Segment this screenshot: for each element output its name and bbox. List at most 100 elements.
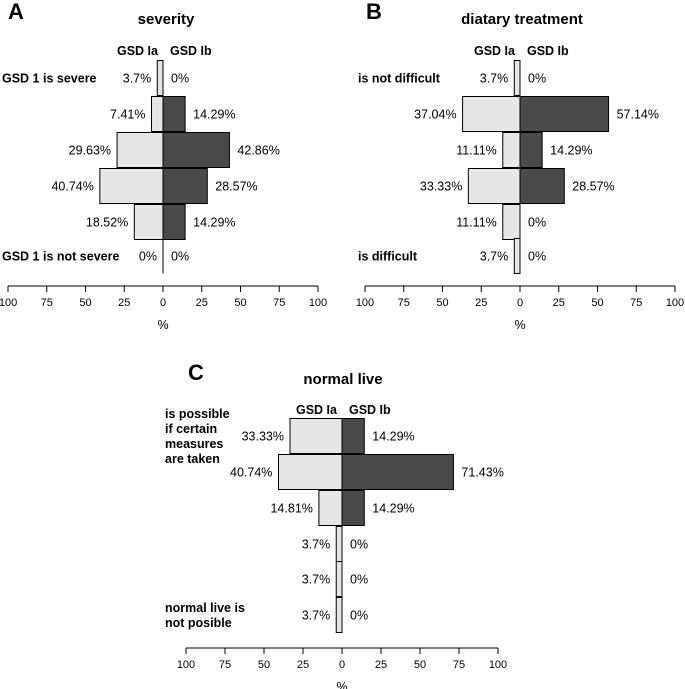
data-label-gsd-ia: 33.33% bbox=[420, 180, 462, 194]
bar-gsd-ib bbox=[162, 168, 208, 204]
x-tick-label: 100 bbox=[309, 297, 327, 309]
data-label-gsd-ia: 3.7% bbox=[480, 72, 509, 86]
bar-gsd-ia bbox=[335, 561, 343, 597]
x-axis-title: % bbox=[514, 318, 525, 332]
legend-gsd-ib: GSD Ib bbox=[170, 44, 212, 58]
data-label-gsd-ib: 0% bbox=[528, 250, 546, 264]
x-tick-label: 25 bbox=[118, 297, 130, 309]
category-label: are taken bbox=[165, 452, 220, 466]
x-tick-label: 0 bbox=[160, 297, 166, 309]
x-tick-label: 25 bbox=[196, 297, 208, 309]
bar-gsd-ib bbox=[162, 132, 230, 168]
data-label-gsd-ia: 3.7% bbox=[302, 538, 331, 552]
x-tick-label: 100 bbox=[666, 297, 684, 309]
legend-gsd-ia: GSD Ia bbox=[296, 403, 338, 417]
category-label: GSD 1 is severe bbox=[2, 72, 97, 86]
x-tick-label: 25 bbox=[375, 659, 387, 671]
category-label: if certain bbox=[165, 422, 217, 436]
data-label-gsd-ia: 14.81% bbox=[270, 502, 312, 516]
data-label-gsd-ia: 33.33% bbox=[242, 430, 284, 444]
x-tick-label: 100 bbox=[356, 297, 374, 309]
bar-gsd-ib bbox=[519, 96, 610, 132]
x-tick-label: 100 bbox=[489, 659, 507, 671]
data-label-gsd-ia: 29.63% bbox=[69, 144, 111, 158]
chart-title: normal live bbox=[303, 371, 382, 388]
bar-gsd-ib bbox=[519, 132, 543, 168]
bar-gsd-ia bbox=[289, 418, 343, 454]
legend-gsd-ia: GSD Ia bbox=[117, 44, 159, 58]
bar-gsd-ib bbox=[162, 96, 186, 132]
x-axis-title: % bbox=[336, 680, 347, 689]
x-tick-label: 75 bbox=[219, 659, 231, 671]
panel-letter: B bbox=[366, 0, 382, 24]
x-tick-label: 75 bbox=[630, 297, 642, 309]
bar-gsd-ib bbox=[519, 168, 565, 204]
data-label-gsd-ib: 14.29% bbox=[372, 430, 414, 444]
data-label-gsd-ib: 0% bbox=[350, 538, 368, 552]
category-label: GSD 1 is not severe bbox=[2, 250, 119, 264]
legend-gsd-ia: GSD Ia bbox=[474, 44, 516, 58]
data-label-gsd-ia: 3.7% bbox=[302, 609, 331, 623]
x-tick-label: 25 bbox=[475, 297, 487, 309]
bar-gsd-ia bbox=[513, 238, 521, 274]
data-label-gsd-ib: 28.57% bbox=[572, 180, 614, 194]
category-label: normal live is bbox=[165, 601, 245, 615]
bar-gsd-ia bbox=[467, 168, 521, 204]
bar-gsd-ia bbox=[277, 454, 343, 490]
panel-letter: A bbox=[8, 0, 24, 24]
data-label-gsd-ib: 0% bbox=[528, 216, 546, 230]
x-tick-label: 50 bbox=[79, 297, 91, 309]
chart-title: severity bbox=[138, 11, 195, 28]
bar-gsd-ia bbox=[133, 204, 164, 240]
bar-gsd-ia bbox=[335, 597, 343, 633]
bar-gsd-ib bbox=[341, 418, 365, 454]
category-label: measures bbox=[165, 437, 223, 451]
data-label-gsd-ib: 0% bbox=[171, 72, 189, 86]
data-label-gsd-ia: 40.74% bbox=[51, 180, 93, 194]
data-label-gsd-ib: 14.29% bbox=[550, 144, 592, 158]
x-tick-label: 50 bbox=[591, 297, 603, 309]
bar-gsd-ia bbox=[318, 490, 343, 526]
x-tick-label: 50 bbox=[234, 297, 246, 309]
data-label-gsd-ib: 0% bbox=[528, 72, 546, 86]
bar-gsd-ia bbox=[513, 60, 521, 96]
bar-gsd-ia bbox=[502, 204, 521, 240]
data-label-gsd-ib: 71.43% bbox=[461, 466, 503, 480]
legend-gsd-ib: GSD Ib bbox=[527, 44, 569, 58]
x-tick-label: 0 bbox=[339, 659, 345, 671]
data-label-gsd-ib: 0% bbox=[171, 250, 189, 264]
legend-gsd-ib: GSD Ib bbox=[349, 403, 391, 417]
bar-gsd-ib bbox=[341, 490, 365, 526]
bar-gsd-ia bbox=[156, 60, 164, 96]
x-tick-label: 50 bbox=[258, 659, 270, 671]
category-label: is not difficult bbox=[358, 72, 441, 86]
x-tick-label: 75 bbox=[273, 297, 285, 309]
data-label-gsd-ib: 42.86% bbox=[237, 144, 279, 158]
data-label-gsd-ib: 28.57% bbox=[215, 180, 257, 194]
panel-letter: C bbox=[188, 360, 204, 385]
x-tick-label: 100 bbox=[0, 297, 17, 309]
data-label-gsd-ia: 11.11% bbox=[456, 144, 497, 158]
chart-title: diatary treatment bbox=[461, 11, 583, 28]
bar-gsd-ia bbox=[116, 132, 164, 168]
x-tick-label: 25 bbox=[553, 297, 565, 309]
x-tick-label: 50 bbox=[436, 297, 448, 309]
data-label-gsd-ia: 18.52% bbox=[86, 216, 128, 230]
data-label-gsd-ib: 14.29% bbox=[193, 216, 235, 230]
x-tick-label: 75 bbox=[398, 297, 410, 309]
bar-gsd-ib bbox=[162, 204, 186, 240]
data-label-gsd-ia: 7.41% bbox=[110, 108, 145, 122]
data-label-gsd-ia: 3.7% bbox=[302, 573, 331, 587]
x-tick-label: 75 bbox=[41, 297, 53, 309]
bar-gsd-ia bbox=[151, 96, 164, 132]
x-tick-label: 75 bbox=[453, 659, 465, 671]
x-tick-label: 0 bbox=[517, 297, 523, 309]
data-label-gsd-ib: 57.14% bbox=[617, 108, 659, 122]
bar-gsd-ia bbox=[502, 132, 521, 168]
category-label: is possible bbox=[165, 407, 230, 421]
data-label-gsd-ia: 3.7% bbox=[480, 250, 509, 264]
data-label-gsd-ia: 37.04% bbox=[414, 108, 456, 122]
